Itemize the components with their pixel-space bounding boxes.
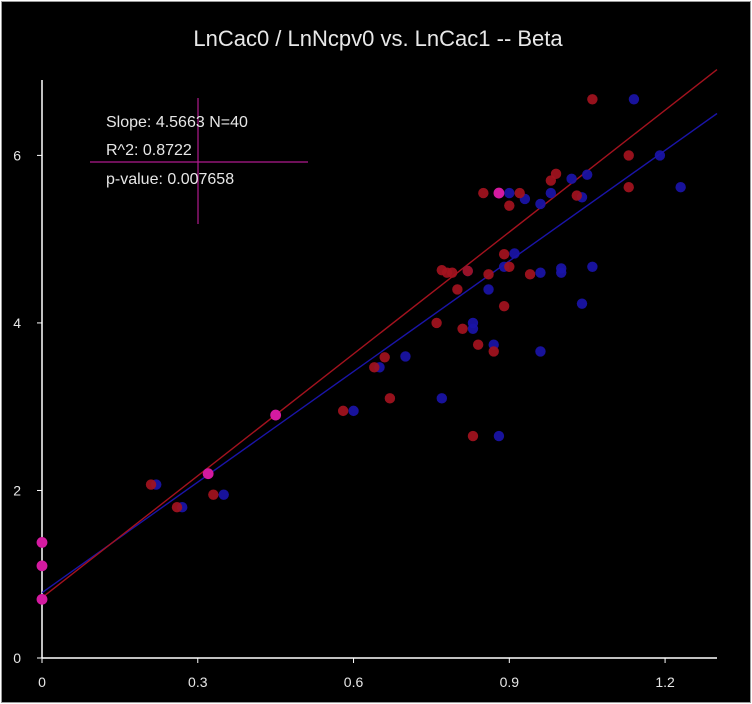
data-point-series-1: [493, 430, 505, 442]
data-point-series-2: [462, 265, 473, 277]
data-point-series-1: [535, 346, 546, 357]
data-point-series-2: [587, 94, 598, 105]
data-point-series-1: [509, 248, 520, 259]
data-point-series-1: [504, 187, 515, 199]
data-point-series-1: [436, 393, 448, 404]
y-tick-label: 6: [13, 147, 21, 163]
data-point-series-2: [384, 393, 396, 404]
data-point-series-1: [400, 351, 411, 362]
data-points: [36, 94, 686, 605]
data-point-series-2: [504, 200, 515, 211]
data-point-series-2: [457, 323, 468, 334]
data-point-overlap: [270, 409, 282, 421]
data-point-overlap: [36, 560, 48, 572]
data-point-series-1: [675, 182, 686, 193]
data-point-series-2: [369, 362, 380, 373]
data-point-series-1: [654, 150, 666, 161]
data-point-series-2: [483, 269, 494, 280]
data-point-series-2: [208, 489, 219, 500]
data-point-series-2: [504, 261, 515, 273]
data-point-series-2: [524, 269, 536, 280]
axes: 0 0.3 0.6 0.9 1.2 0 2 4 6: [13, 80, 717, 690]
data-point-series-1: [628, 94, 640, 105]
data-point-series-1: [587, 261, 598, 273]
data-point-series-1: [535, 198, 546, 210]
fit-line-series-2: [41, 68, 718, 599]
data-point-series-2: [550, 168, 562, 180]
data-point-series-1: [581, 169, 593, 180]
fit-line-series-1: [41, 112, 718, 594]
x-tick-label: 0.3: [188, 674, 208, 690]
data-point-series-2: [514, 187, 525, 199]
data-point-series-2: [379, 352, 390, 363]
fit-lines: [41, 68, 718, 599]
data-point-series-2: [498, 300, 510, 312]
stats-pvalue-line: p-value: 0.007658: [106, 171, 234, 188]
y-tick-label: 0: [13, 650, 21, 666]
data-point-overlap: [493, 187, 505, 199]
data-point-series-1: [348, 405, 359, 417]
data-point-series-1: [545, 187, 557, 199]
data-point-series-1: [218, 489, 229, 500]
y-tick-label: 4: [13, 315, 21, 331]
data-point-series-2: [623, 182, 634, 193]
x-tick-label: 1.2: [655, 674, 675, 690]
data-point-series-1: [576, 298, 588, 309]
data-point-series-1: [483, 284, 494, 295]
y-tick-label: 2: [13, 482, 21, 498]
data-point-series-2: [488, 346, 499, 357]
data-point-series-2: [472, 339, 484, 350]
data-point-series-2: [467, 430, 479, 442]
data-point-overlap: [36, 593, 48, 605]
data-point-series-2: [623, 150, 634, 161]
data-point-series-2: [446, 267, 458, 278]
data-point-series-2: [171, 502, 183, 513]
data-point-series-1: [556, 263, 567, 274]
x-tick-label: 0: [38, 674, 46, 690]
data-point-series-2: [431, 317, 442, 329]
data-point-series-1: [566, 173, 577, 185]
chart-title: LnCac0 / LnNcpv0 vs. LnCac1 -- Beta: [193, 26, 563, 51]
data-point-overlap: [202, 468, 214, 480]
data-point-series-1: [535, 267, 546, 278]
data-point-series-2: [452, 284, 463, 295]
stats-r2-line: R^2: 0.8722: [106, 142, 192, 159]
data-point-overlap: [36, 537, 48, 548]
data-point-series-2: [571, 190, 583, 201]
data-point-series-2: [145, 479, 157, 490]
stats-box: Slope: 4.5663 N=40 R^2: 0.8722 p-value: …: [90, 98, 308, 224]
data-point-series-1: [467, 323, 479, 334]
x-tick-label: 0.9: [500, 674, 520, 690]
data-point-series-2: [478, 187, 489, 199]
data-point-series-2: [498, 249, 510, 260]
stats-slope-line: Slope: 4.5663 N=40: [106, 114, 248, 131]
data-point-series-2: [337, 405, 349, 417]
x-tick-label: 0.6: [344, 674, 364, 690]
